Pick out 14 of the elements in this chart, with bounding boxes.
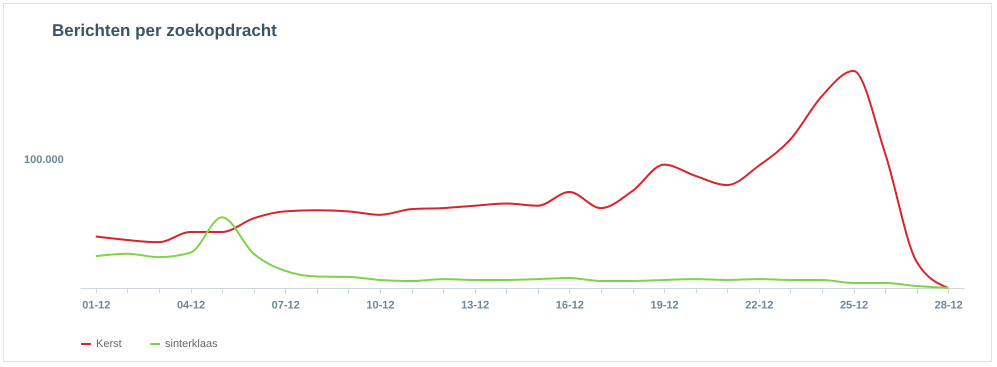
text: 100.000: [24, 154, 64, 166]
legend-label: sinterklaas: [165, 338, 218, 350]
x-tick-label: 25-12: [840, 300, 868, 312]
chart-title: Berichten per zoekopdracht: [52, 21, 278, 40]
x-tick-label: 28-12: [934, 300, 963, 312]
x-tick-label: 22-12: [745, 300, 774, 312]
x-tick-label: 16-12: [556, 300, 584, 312]
x-tick-label: 01-12: [82, 300, 110, 312]
legend-label: Kerst: [96, 338, 122, 350]
x-tick-label: 04-12: [176, 300, 206, 312]
x-tick-label: 07-12: [272, 300, 300, 312]
x-tick-label: 10-12: [366, 300, 394, 312]
x-tick-label: 13-12: [461, 300, 490, 312]
x-tick-label: 19-12: [650, 300, 679, 312]
